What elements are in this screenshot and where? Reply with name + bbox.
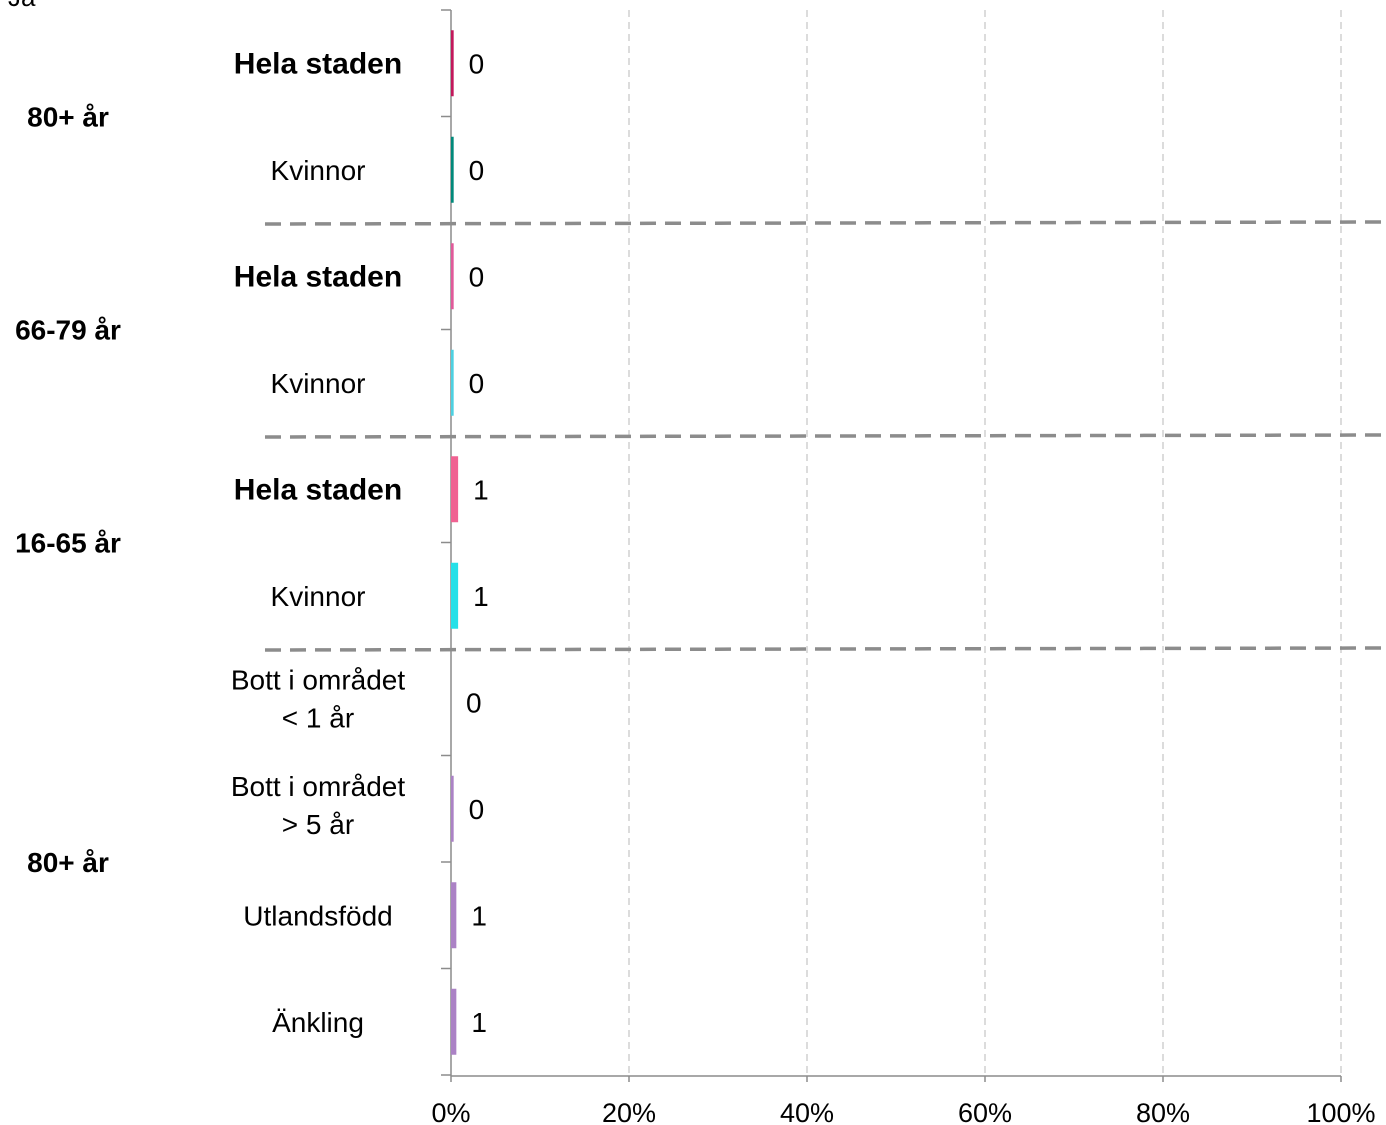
bars — [451, 30, 459, 1055]
category-label: Utlandsfödd — [243, 900, 392, 931]
category-label: Hela staden — [234, 47, 402, 80]
bar — [451, 562, 459, 629]
bar — [451, 349, 454, 416]
data-label: 0 — [469, 261, 485, 292]
data-label: 0 — [469, 155, 485, 186]
x-tick-label: 80% — [1136, 1098, 1190, 1125]
group-label: 80+ år — [27, 847, 109, 878]
group-separators — [264, 220, 1386, 652]
bar — [451, 988, 457, 1055]
data-label: 0 — [469, 368, 485, 399]
group-label: 80+ år — [27, 102, 109, 133]
group-label: 16-65 år — [15, 528, 121, 559]
category-label: Änkling — [272, 1007, 364, 1038]
group-separator — [264, 433, 1386, 439]
x-tick-label: 60% — [958, 1098, 1012, 1125]
category-label: Kvinnor — [271, 155, 366, 186]
group-separator — [264, 220, 1386, 226]
axes — [441, 9, 1342, 1082]
bar — [451, 30, 454, 97]
category-label: Kvinnor — [271, 581, 366, 612]
series-title: Ja — [8, 0, 36, 12]
bar — [451, 775, 454, 842]
data-label: 1 — [473, 474, 489, 505]
data-label: 0 — [469, 794, 485, 825]
data-label: 0 — [469, 48, 485, 79]
category-label: Hela staden — [234, 260, 402, 293]
bar — [451, 136, 454, 203]
data-label: 1 — [471, 1007, 487, 1038]
group-separator — [264, 646, 1386, 652]
category-label: Kvinnor — [271, 368, 366, 399]
bar — [451, 243, 454, 310]
bar — [451, 882, 457, 949]
x-tick-label: 0% — [431, 1098, 470, 1125]
x-tick-label: 100% — [1306, 1098, 1375, 1125]
labels: 0% 20% 40% 60% 80% 100% 0 Hela staden 0 Kvinnor 80… — [15, 47, 1375, 1125]
category-label: Bott i området > 5 år — [231, 771, 406, 840]
x-tick-label: 20% — [602, 1098, 656, 1125]
data-label: 0 — [466, 687, 482, 718]
category-label: Bott i området < 1 år — [231, 664, 406, 733]
grid-lines — [628, 10, 1342, 1076]
category-label: Hela staden — [234, 473, 402, 506]
data-label: 1 — [473, 581, 489, 612]
bar — [451, 456, 459, 523]
x-tick-label: 40% — [780, 1098, 834, 1125]
group-label: 66-79 år — [15, 315, 121, 346]
data-label: 1 — [471, 900, 487, 931]
